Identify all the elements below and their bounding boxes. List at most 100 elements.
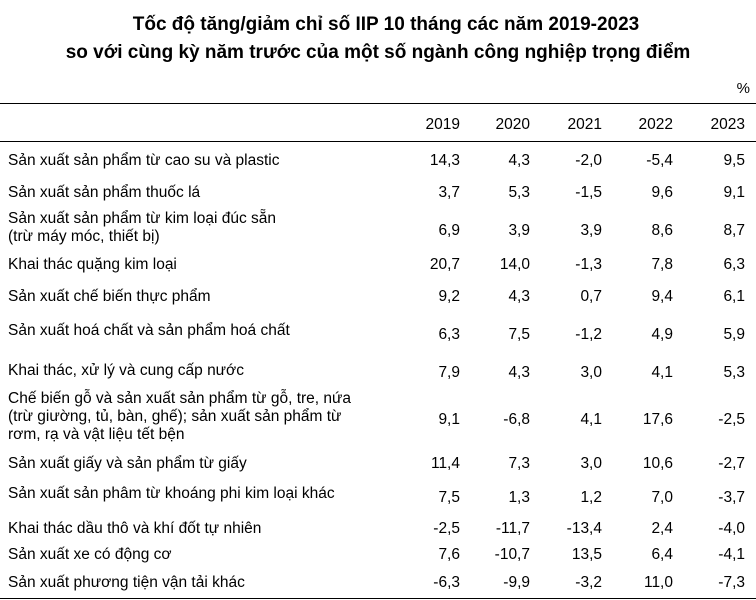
value-cell-2019: 6,9 bbox=[438, 222, 460, 239]
value-cell-2020: -9,9 bbox=[503, 574, 530, 591]
value-cell-2023: 5,3 bbox=[723, 364, 745, 381]
row-label-line: Sản xuất xe có động cơ bbox=[8, 546, 172, 563]
value-cell-2021: -1,5 bbox=[575, 184, 602, 201]
value-cell-2019: 6,3 bbox=[438, 326, 460, 343]
value-cell-2021: -3,2 bbox=[575, 574, 602, 591]
value-cell-2019: 7,6 bbox=[438, 546, 460, 563]
row-label-line: Sản xuất chế biến thực phẩm bbox=[8, 288, 211, 305]
row-label: Sản xuất chế biến thực phẩm bbox=[8, 288, 403, 306]
value-cell-2020: -6,8 bbox=[503, 411, 530, 428]
row-label-line: Sản xuất sản phâm từ khoáng phi kim loại… bbox=[8, 485, 335, 502]
header-bottom-rule bbox=[0, 141, 756, 142]
value-cell-2020: -11,7 bbox=[495, 520, 530, 537]
value-cell-2023: 9,5 bbox=[723, 152, 745, 169]
value-cell-2020: 3,9 bbox=[508, 222, 530, 239]
row-label: Khai thác, xử lý và cung cấp nước bbox=[8, 362, 403, 380]
column-header: 2023 bbox=[710, 116, 745, 133]
value-cell-2023: 9,1 bbox=[723, 184, 745, 201]
value-cell-2023: -4,0 bbox=[718, 520, 745, 537]
value-cell-2020: 4,3 bbox=[508, 364, 530, 381]
unit-label: % bbox=[736, 80, 750, 97]
value-cell-2019: 9,2 bbox=[438, 288, 460, 305]
value-cell-2022: 11,0 bbox=[643, 574, 673, 591]
value-cell-2021: 3,0 bbox=[580, 364, 602, 381]
value-cell-2023: 5,9 bbox=[723, 326, 745, 343]
row-label-line: Sản xuất sản phẩm từ kim loại đúc sẵn bbox=[8, 210, 276, 227]
value-cell-2021: -1,2 bbox=[575, 326, 602, 343]
value-cell-2021: -2,0 bbox=[575, 152, 602, 169]
value-cell-2022: 9,6 bbox=[651, 184, 673, 201]
row-label-line: rơm, rạ và vật liệu tết bện bbox=[8, 426, 185, 443]
row-label-line: Chế biến gỗ và sản xuất sản phẩm từ gỗ, … bbox=[8, 390, 352, 407]
value-cell-2023: -2,7 bbox=[718, 455, 745, 472]
row-label-line: Khai thác quặng kim loại bbox=[8, 256, 177, 273]
value-cell-2019: 7,9 bbox=[438, 364, 460, 381]
row-label-line: Sản xuất sản phẩm từ cao su và plastic bbox=[8, 152, 280, 169]
row-label: Sản xuất sản phâm từ khoáng phi kim loại… bbox=[8, 485, 403, 503]
value-cell-2020: 1,3 bbox=[508, 489, 530, 506]
value-cell-2022: 6,4 bbox=[651, 546, 673, 563]
value-cell-2021: 4,1 bbox=[580, 411, 602, 428]
value-cell-2023: 8,7 bbox=[723, 222, 745, 239]
row-label-line: Sản xuất phương tiện vận tải khác bbox=[8, 574, 245, 591]
value-cell-2022: 7,8 bbox=[651, 256, 673, 273]
value-cell-2023: -7,3 bbox=[718, 574, 745, 591]
row-label-line: Sản xuất sản phẩm thuốc lá bbox=[8, 184, 201, 201]
row-label: Sản xuất sản phẩm từ cao su và plastic bbox=[8, 152, 403, 170]
value-cell-2019: 9,1 bbox=[438, 411, 460, 428]
value-cell-2020: 14,0 bbox=[499, 256, 530, 273]
value-cell-2023: -4,1 bbox=[718, 546, 745, 563]
value-cell-2019: 3,7 bbox=[438, 184, 460, 201]
row-label-line: Khai thác dầu thô và khí đốt tự nhiên bbox=[8, 520, 262, 537]
row-label-line: Sản xuất giấy và sản phẩm từ giấy bbox=[8, 455, 247, 472]
row-label: Chế biến gỗ và sản xuất sản phẩm từ gỗ, … bbox=[8, 390, 403, 444]
value-cell-2022: 17,6 bbox=[642, 411, 673, 428]
row-label-line: Khai thác, xử lý và cung cấp nước bbox=[8, 362, 244, 379]
header-top-rule bbox=[0, 103, 756, 104]
value-cell-2021: 0,7 bbox=[580, 288, 602, 305]
value-cell-2022: 7,0 bbox=[651, 489, 673, 506]
row-label: Sản xuất sản phẩm từ kim loại đúc sẵn (tr… bbox=[8, 210, 403, 246]
row-label: Khai thác quặng kim loại bbox=[8, 256, 403, 274]
value-cell-2023: 6,1 bbox=[723, 288, 745, 305]
row-label-line: (trừ máy móc, thiết bị) bbox=[8, 228, 160, 245]
value-cell-2023: -3,7 bbox=[718, 489, 745, 506]
value-cell-2022: 8,6 bbox=[651, 222, 673, 239]
value-cell-2020: 5,3 bbox=[508, 184, 530, 201]
value-cell-2020: 7,3 bbox=[508, 455, 530, 472]
value-cell-2022: 10,6 bbox=[642, 455, 673, 472]
row-label: Khai thác dầu thô và khí đốt tự nhiên bbox=[8, 520, 403, 538]
table-title-line1: Tốc độ tăng/giảm chỉ số IIP 10 tháng các… bbox=[132, 14, 640, 35]
value-cell-2021: -13,4 bbox=[566, 520, 602, 537]
value-cell-2019: 20,7 bbox=[429, 256, 460, 273]
value-cell-2023: -2,5 bbox=[718, 411, 745, 428]
value-cell-2022: 4,1 bbox=[651, 364, 673, 381]
value-cell-2020: 4,3 bbox=[508, 152, 530, 169]
value-cell-2022: 9,4 bbox=[651, 288, 673, 305]
value-cell-2022: 4,9 bbox=[651, 326, 673, 343]
value-cell-2019: 14,3 bbox=[429, 152, 460, 169]
value-cell-2021: 13,5 bbox=[571, 546, 602, 563]
row-label: Sản xuất xe có động cơ bbox=[8, 546, 403, 564]
row-label: Sản xuất hoá chất và sản phẩm hoá chất bbox=[8, 322, 403, 340]
column-header: 2021 bbox=[567, 116, 602, 133]
row-label-line: Sản xuất hoá chất và sản phẩm hoá chất bbox=[8, 322, 290, 339]
column-header: 2020 bbox=[495, 116, 530, 133]
row-label: Sản xuất sản phẩm thuốc lá bbox=[8, 184, 403, 202]
value-cell-2020: 4,3 bbox=[508, 288, 530, 305]
row-label: Sản xuất phương tiện vận tải khác bbox=[8, 574, 403, 592]
table-bottom-rule bbox=[0, 598, 756, 599]
value-cell-2020: 7,5 bbox=[508, 326, 530, 343]
column-header: 2022 bbox=[638, 116, 673, 133]
value-cell-2021: -1,3 bbox=[575, 256, 602, 273]
value-cell-2019: -6,3 bbox=[433, 574, 460, 591]
value-cell-2023: 6,3 bbox=[723, 256, 745, 273]
row-label: Sản xuất giấy và sản phẩm từ giấy bbox=[8, 455, 403, 473]
value-cell-2021: 1,2 bbox=[580, 489, 602, 506]
value-cell-2022: 2,4 bbox=[651, 520, 673, 537]
column-header: 2019 bbox=[425, 116, 460, 133]
value-cell-2021: 3,0 bbox=[580, 455, 602, 472]
row-label-line: (trừ giường, tủ, bàn, ghế); sản xuất sản… bbox=[8, 408, 342, 425]
value-cell-2019: 7,5 bbox=[438, 489, 460, 506]
value-cell-2019: 11,4 bbox=[430, 455, 460, 472]
